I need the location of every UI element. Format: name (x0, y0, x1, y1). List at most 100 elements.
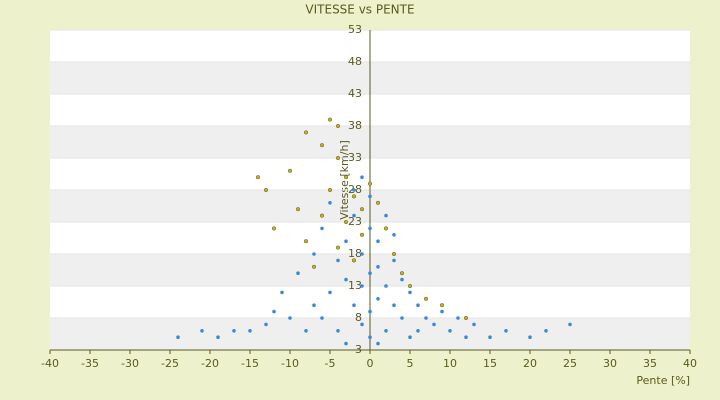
point (335, 245, 341, 250)
point (320, 226, 324, 231)
point (319, 143, 325, 148)
point (368, 271, 372, 276)
point (400, 316, 404, 320)
y-tick-label: 48 (348, 55, 362, 68)
point (280, 290, 284, 295)
point (335, 123, 341, 129)
point (360, 284, 364, 288)
point (407, 283, 413, 289)
point (439, 303, 445, 308)
point (432, 322, 436, 327)
x-tick-label: 25 (563, 357, 577, 370)
point (303, 239, 309, 244)
x-tick-label: -10 (281, 357, 299, 370)
point (391, 251, 397, 257)
point (336, 258, 340, 263)
point (295, 207, 301, 212)
point (440, 309, 444, 314)
x-tick-label: 40 (683, 357, 697, 370)
y-tick-label: 13 (348, 279, 362, 292)
point (376, 341, 380, 346)
point (335, 155, 341, 161)
point (304, 329, 308, 333)
point (359, 232, 365, 237)
y-tick-label: 18 (348, 247, 362, 260)
x-tick-label: -5 (325, 357, 336, 370)
point (360, 252, 364, 256)
point (472, 322, 476, 327)
point (288, 316, 292, 320)
point (351, 258, 357, 263)
point (312, 252, 316, 256)
point (176, 335, 180, 340)
point (263, 187, 269, 193)
point (359, 207, 365, 212)
x-tick-label: -40 (41, 357, 59, 370)
point (343, 175, 349, 180)
point (376, 297, 380, 301)
point (448, 329, 452, 333)
x-tick-label: -30 (121, 357, 139, 370)
point (384, 213, 388, 218)
point (232, 329, 236, 333)
x-tick-label: 20 (523, 357, 537, 370)
x-tick-label: -20 (201, 357, 219, 370)
point (351, 194, 357, 199)
point (368, 226, 372, 231)
point (367, 181, 373, 186)
point (392, 303, 396, 308)
point (296, 271, 300, 276)
point (327, 187, 333, 193)
y-tick-label: 33 (348, 151, 362, 164)
x-tick-label: 35 (643, 357, 657, 370)
point (456, 316, 460, 320)
point (408, 290, 412, 295)
point (368, 309, 372, 314)
point (344, 277, 348, 282)
point (319, 213, 325, 218)
point (408, 335, 412, 340)
chart-title: VITESSE vs PENTE (305, 3, 414, 17)
y-tick-label: 53 (348, 23, 362, 36)
y-tick-label: 43 (348, 87, 362, 100)
point (343, 219, 349, 225)
point (463, 315, 469, 321)
y-tick-label: 23 (348, 215, 362, 228)
point (424, 316, 428, 320)
point (272, 309, 276, 314)
point (392, 233, 396, 237)
point (328, 201, 332, 205)
point (200, 329, 204, 333)
point (271, 226, 277, 231)
point (392, 258, 396, 263)
point (383, 226, 389, 231)
point (303, 130, 309, 135)
point (376, 265, 380, 269)
point (416, 329, 420, 333)
point (375, 200, 381, 205)
point (311, 264, 317, 269)
point (488, 335, 492, 340)
point (352, 188, 356, 192)
point (368, 335, 372, 340)
x-tick-label: 15 (483, 357, 497, 370)
point (464, 335, 468, 340)
point (376, 239, 380, 243)
point (328, 290, 332, 295)
point (352, 213, 356, 218)
y-tick-label: 8 (355, 311, 362, 324)
point (320, 316, 324, 320)
x-tick-label: 0 (367, 357, 374, 370)
point (327, 117, 333, 122)
point (216, 335, 220, 340)
y-tick-label: 38 (348, 119, 362, 132)
point (384, 284, 388, 288)
point (248, 329, 252, 333)
x-tick-label: -35 (81, 357, 99, 370)
point (504, 329, 508, 333)
point (264, 322, 268, 327)
point (360, 322, 364, 327)
x-tick-label: 30 (603, 357, 617, 370)
x-tick-label: 10 (443, 357, 457, 370)
